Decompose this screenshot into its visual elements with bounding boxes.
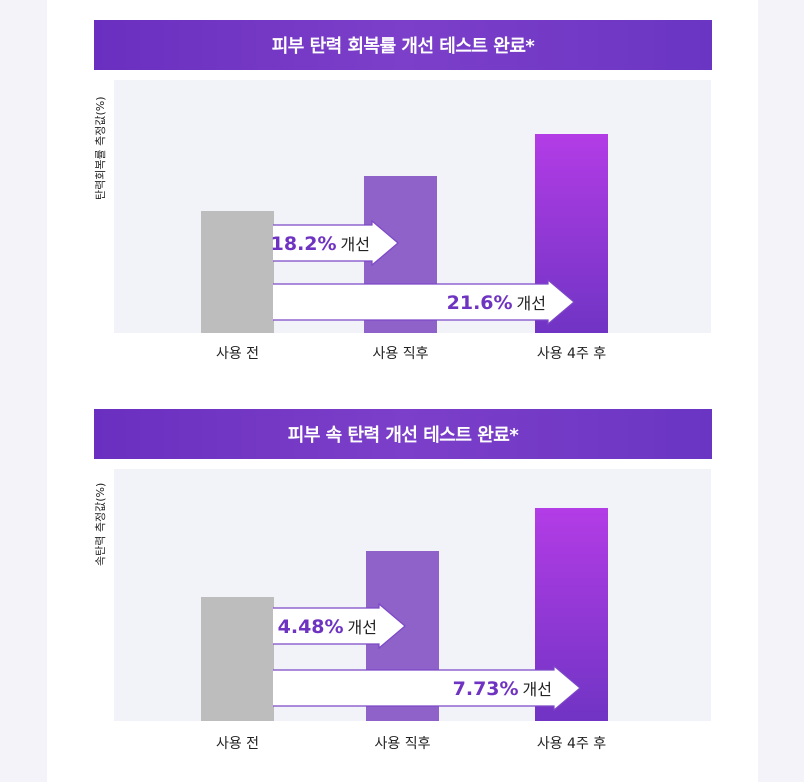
x-tick-label-2: 사용 직후 bbox=[373, 346, 429, 362]
chart-panel-2: 피부 속 탄력 개선 테스트 완료* 속탄력 측정값(%) 4.48% 개선 7.7… bbox=[0, 388, 804, 768]
bar-1 bbox=[201, 597, 274, 721]
improvement-arrow-2 bbox=[273, 664, 581, 712]
x-tick-label-3: 사용 4주 후 bbox=[537, 346, 606, 362]
chart-panel-1: 피부 탄력 회복률 개선 테스트 완료* 탄력회복률 측정값(%) 18.2% 개… bbox=[0, 0, 804, 380]
x-tick-label-2: 사용 직후 bbox=[375, 736, 431, 752]
chart-title-2: 피부 속 탄력 개선 테스트 완료* bbox=[94, 409, 712, 459]
x-tick-label-3: 사용 4주 후 bbox=[537, 736, 606, 752]
improvement-percent-2: 7.73% bbox=[453, 678, 519, 700]
improvement-label-2: 7.73% 개선 bbox=[453, 678, 552, 700]
improvement-percent-1: 18.2% bbox=[271, 233, 337, 255]
improvement-label-1: 18.2% 개선 bbox=[271, 233, 370, 255]
improvement-label-2: 21.6% 개선 bbox=[447, 292, 546, 314]
improvement-percent-1: 4.48% bbox=[278, 616, 344, 638]
improvement-arrow-1 bbox=[273, 219, 399, 267]
improvement-suffix-1: 개선 bbox=[341, 235, 370, 254]
x-tick-label-1: 사용 전 bbox=[216, 346, 259, 362]
improvement-suffix-2: 개선 bbox=[517, 294, 546, 313]
improvement-arrow-1 bbox=[273, 602, 406, 650]
improvement-percent-2: 21.6% bbox=[447, 292, 513, 314]
improvement-label-1: 4.48% 개선 bbox=[278, 616, 377, 638]
improvement-arrow-2 bbox=[273, 278, 575, 326]
improvement-suffix-1: 개선 bbox=[348, 618, 377, 637]
bar-1 bbox=[201, 211, 274, 333]
x-tick-label-1: 사용 전 bbox=[216, 736, 259, 752]
chart-title-1: 피부 탄력 회복률 개선 테스트 완료* bbox=[94, 20, 712, 70]
improvement-suffix-2: 개선 bbox=[523, 680, 552, 699]
